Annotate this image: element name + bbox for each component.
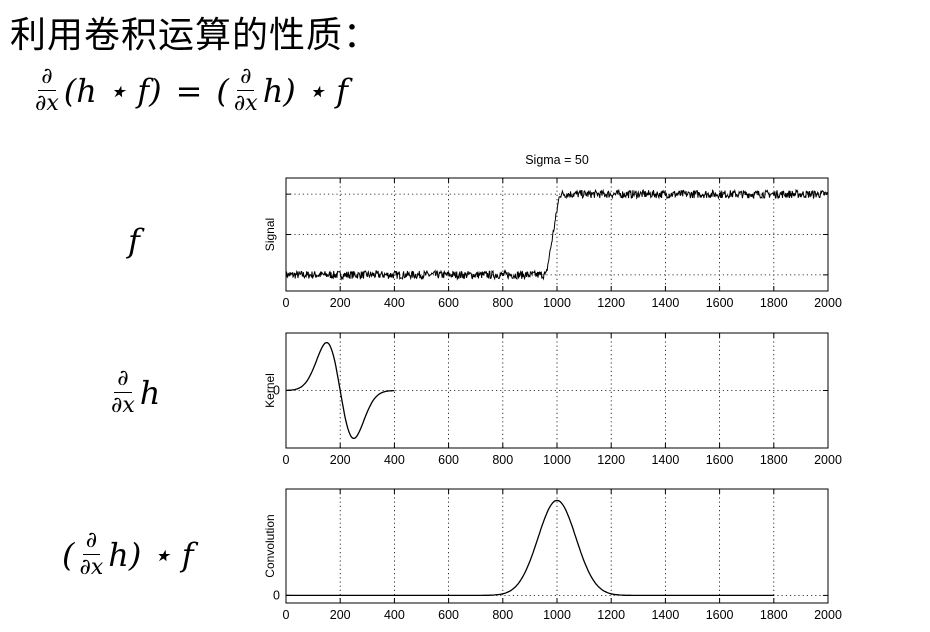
row-label-conv-fraction: ∂ ∂x — [76, 530, 106, 579]
formula-open-paren: ( — [216, 71, 229, 110]
row-label-kernel-fraction: ∂ ∂x — [108, 368, 138, 417]
chart-panel-1: 0 200 400 600 800 1000 1200 1400 1600 1800 20000Ke… — [263, 332, 842, 467]
chart-panel-2: 0 200 400 600 800 1000 1200 1400 1600 1800 2000 0 Co… — [263, 488, 842, 622]
formula-fraction-left: ∂ ∂x — [32, 66, 62, 115]
x-tick-label: 1800 — [760, 296, 788, 310]
x-tick-label: 800 — [492, 296, 513, 310]
formula-partial-den-right: ∂x — [233, 91, 258, 116]
row-label-kernel-h: h — [139, 373, 161, 412]
slide-title: 利用卷积运算的性质： — [10, 15, 381, 56]
formula-equals: = — [175, 71, 203, 110]
y-axis-label: Kernel — [263, 373, 277, 408]
x-tick-label: 600 — [438, 608, 459, 622]
x-tick-label: 1600 — [706, 296, 734, 310]
series-line — [286, 499, 774, 597]
row-label-conv-open: ( — [62, 535, 75, 574]
x-tick-label: 600 — [438, 296, 459, 310]
x-tick-label: 1600 — [706, 453, 734, 467]
formula-partial-num: ∂ — [38, 66, 56, 91]
row-label-conv-h: h — [108, 535, 129, 574]
x-tick-label: 1400 — [651, 608, 679, 622]
x-tick-label: 200 — [330, 453, 351, 467]
y-tick-label: 0 — [273, 384, 280, 398]
convolution-derivative-formula: ∂ ∂x (h ⋆ f) = ( ∂ ∂x h ) ⋆ f — [30, 66, 348, 115]
x-tick-label: 1000 — [543, 296, 571, 310]
x-tick-label: 1800 — [760, 608, 788, 622]
x-tick-label: 200 — [330, 296, 351, 310]
x-tick-label: 1000 — [543, 453, 571, 467]
x-tick-label: 200 — [330, 608, 351, 622]
x-tick-label: 400 — [384, 608, 405, 622]
row-label-kernel-num: ∂ — [114, 368, 132, 393]
x-tick-label: 1600 — [706, 608, 734, 622]
x-tick-label: 2000 — [814, 296, 842, 310]
row-label-kernel-den: ∂x — [111, 393, 135, 418]
x-tick-label: 400 — [384, 296, 405, 310]
x-tick-label: 1400 — [651, 453, 679, 467]
x-tick-label: 1000 — [543, 608, 571, 622]
x-tick-label: 800 — [492, 608, 513, 622]
row-label-conv-tail: ) ⋆ f — [128, 535, 194, 574]
x-tick-label: 0 — [283, 296, 290, 310]
y-axis-label: Convolution — [263, 514, 277, 577]
formula-rhs-tail: ) ⋆ f — [283, 71, 348, 110]
chart-panel-0: 0 200 400 600 800 1000 1200 1400 1600 1800 2000 Sig… — [263, 153, 842, 310]
y-axis-label: Signal — [263, 218, 277, 251]
chart-title: Sigma = 50 — [525, 153, 589, 167]
formula-h: h — [262, 71, 284, 110]
row-label-kernel: ∂ ∂x h — [106, 368, 160, 417]
x-tick-label: 1200 — [597, 453, 625, 467]
row-label-convolution: ( ∂ ∂x h ) ⋆ f — [62, 530, 194, 579]
row-label-conv-num: ∂ — [82, 530, 101, 555]
formula-lhs: (h ⋆ f) — [63, 71, 162, 110]
y-tick-label: 0 — [273, 588, 280, 602]
x-tick-label: 800 — [492, 453, 513, 467]
formula-fraction-right: ∂ ∂x — [231, 66, 261, 115]
x-tick-label: 600 — [438, 453, 459, 467]
series-line — [285, 188, 829, 281]
row-label-f-text: f — [128, 222, 140, 260]
row-label-f: f — [128, 222, 140, 260]
x-tick-label: 0 — [283, 608, 290, 622]
x-tick-label: 2000 — [814, 453, 842, 467]
x-tick-label: 2000 — [814, 608, 842, 622]
x-tick-label: 1200 — [597, 608, 625, 622]
x-tick-label: 1200 — [597, 296, 625, 310]
formula-partial-den: ∂x — [35, 91, 59, 116]
x-tick-label: 400 — [384, 453, 405, 467]
row-label-conv-den: ∂x — [79, 555, 104, 580]
formula-partial-num-right: ∂ — [237, 66, 255, 91]
x-tick-label: 1400 — [651, 296, 679, 310]
series-line — [286, 342, 395, 439]
x-tick-label: 0 — [283, 453, 290, 467]
x-tick-label: 1800 — [760, 453, 788, 467]
